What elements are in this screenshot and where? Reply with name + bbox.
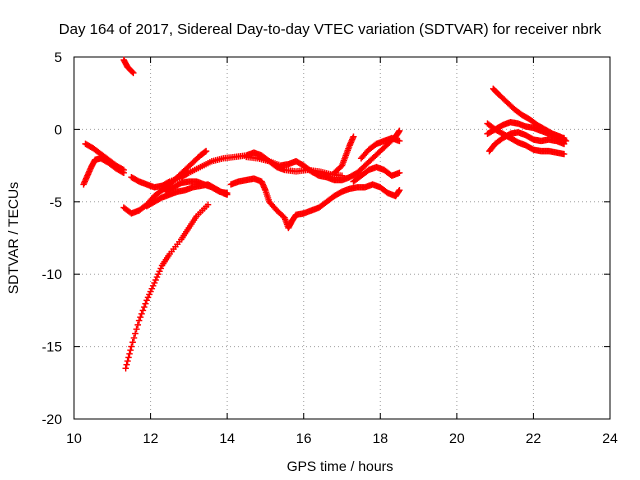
data-point [151,279,158,287]
data-point [560,140,568,148]
data-point [147,288,154,295]
x-tick-label: 16 [296,430,312,446]
y-tick-label: 0 [54,121,62,137]
data-point [146,291,153,298]
y-tick-label: -10 [42,266,62,282]
data-point [350,133,357,140]
data-point [123,361,130,368]
data-point [138,310,145,317]
data-point [560,134,568,142]
series-arc-17 [484,118,568,142]
data-point [201,148,209,156]
data-point [202,147,210,155]
data-point [396,169,403,177]
data-point [124,357,131,365]
data-point [125,354,132,361]
data-point [155,271,162,278]
data-point [132,330,139,337]
data-point [396,127,403,135]
data-point [127,347,134,354]
data-point [130,334,138,342]
series-arc-15 [490,85,570,145]
plot-frame [73,56,611,420]
data-point [130,69,137,77]
data-point [137,313,144,321]
y-tick-label: 5 [54,49,62,65]
x-tick-label: 10 [66,430,82,446]
series-arc-8 [162,178,231,197]
data-point [152,276,159,284]
y-tick-label: -5 [50,194,63,210]
data-point [157,265,164,272]
data-point [129,68,136,76]
x-tick-label: 18 [372,430,388,446]
series-arc-16 [486,129,568,155]
data-point [396,187,403,194]
data-point [126,350,133,358]
data-point [119,166,126,173]
series-arc-11 [331,133,357,177]
data-point [129,339,136,346]
data-point [139,307,147,314]
series-arc-2 [80,155,127,188]
series-arc-12 [357,134,403,162]
x-axis-label: GPS time / hours [287,458,394,474]
x-tick-label: 14 [219,430,235,446]
data-point [560,150,568,158]
series-arc-13 [350,163,403,185]
data-point [135,317,143,324]
data-point [143,297,150,304]
data-point [144,294,152,301]
data-point [223,189,231,197]
y-tick-label: -15 [42,339,62,355]
x-tick-label: 24 [602,430,618,446]
data-point [142,300,149,307]
chart-title: Day 164 of 2017, Sidereal Day-to-day VTE… [59,21,602,38]
y-axis-label: SDTVAR / TECUs [5,182,21,294]
data-series [80,56,570,372]
data-point [396,137,403,145]
series-arc-9 [227,175,403,232]
x-tick-label: 20 [449,430,465,446]
y-tick-label: -20 [42,411,62,427]
axis-ticks: 10 12 14 16 18 20 22 24 -20 -15 -10 -5 0 5 [42,49,618,446]
data-point [204,201,212,208]
data-point [120,166,127,174]
data-point [128,343,135,350]
data-point [140,303,148,311]
data-point [156,268,163,275]
series-arc-4 [120,56,137,77]
data-point [134,321,142,329]
data-point [153,273,161,281]
x-tick-label: 12 [143,430,159,446]
data-point [149,282,157,289]
series-arc-10 [243,127,403,184]
x-tick-label: 22 [526,430,542,446]
data-point [148,285,156,292]
series-arc-3 [82,140,127,174]
series-arc-1 [122,201,212,372]
data-point [133,326,140,333]
grid-lines [74,57,610,419]
data-point [122,365,129,372]
